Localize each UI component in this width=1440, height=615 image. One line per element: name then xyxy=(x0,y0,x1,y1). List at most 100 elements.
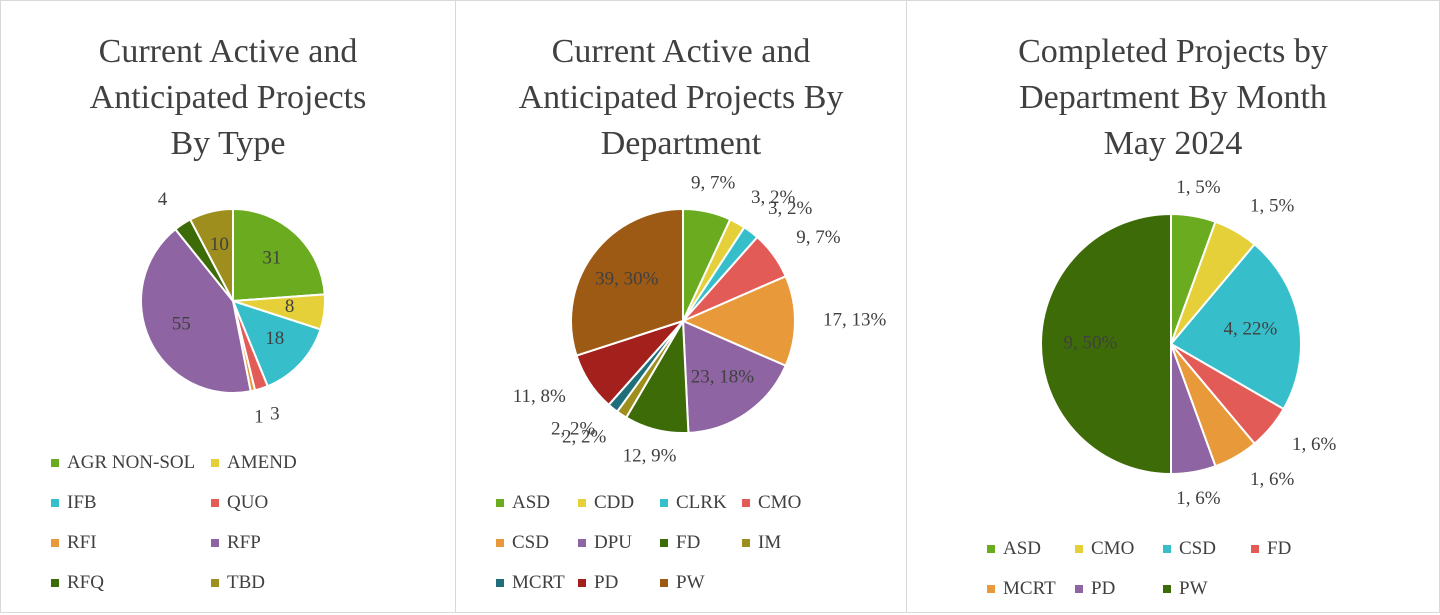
pie-chart: 9, 7%3, 2%3, 2%9, 7%17, 13%23, 18%12, 9%… xyxy=(513,173,887,467)
legend-item: QUO xyxy=(211,483,371,523)
legend-swatch xyxy=(1251,545,1259,553)
chart-title: Current Active and Anticipated Projects … xyxy=(518,33,844,162)
legend-swatch xyxy=(1075,545,1083,553)
legend-item: DPU xyxy=(578,523,660,563)
data-label: 8 xyxy=(285,296,295,317)
legend-swatch xyxy=(1163,585,1171,593)
data-label: 4, 22% xyxy=(1223,318,1277,339)
legend-label: RFP xyxy=(227,532,261,553)
legend-item: CMO xyxy=(1075,529,1163,569)
legend-item: FD xyxy=(660,523,742,563)
legend-label: ASD xyxy=(1003,538,1042,559)
legend-swatch xyxy=(660,539,668,547)
data-label: 17, 13% xyxy=(823,309,887,330)
legend-label: CSD xyxy=(1179,538,1216,559)
legend-item: CDD xyxy=(578,483,660,523)
legend-item: ASD xyxy=(987,529,1075,569)
pie-slice xyxy=(1169,243,1302,411)
legend-swatch xyxy=(496,539,504,547)
legend-label: MCRT xyxy=(512,572,565,593)
legend-item: RFI xyxy=(51,523,211,563)
legend-item: PW xyxy=(660,563,742,603)
data-label: 55 xyxy=(172,313,191,334)
data-label: 1, 6% xyxy=(1250,469,1295,490)
legend-swatch xyxy=(660,579,668,587)
chart-panel: Current Active and Anticipated Projects … xyxy=(0,0,456,613)
legend-swatch xyxy=(987,585,995,593)
data-label: 39, 30% xyxy=(595,269,659,290)
pie-slice xyxy=(231,299,322,388)
data-label: 12, 9% xyxy=(623,445,677,466)
pie-slice xyxy=(680,274,796,368)
data-label: 10 xyxy=(210,234,229,255)
legend-label: RFQ xyxy=(67,572,104,593)
data-label: 2, 2% xyxy=(562,426,607,447)
legend-item: CMO xyxy=(742,483,824,523)
legend-swatch xyxy=(578,539,586,547)
legend-label: QUO xyxy=(227,492,269,513)
legend-swatch xyxy=(496,579,504,587)
legend-swatch xyxy=(211,579,219,587)
legend-label: AGR NON-SOL xyxy=(67,452,196,473)
legend-item: PW xyxy=(1163,569,1251,609)
legend-swatch xyxy=(211,459,219,467)
legend-item: IM xyxy=(742,523,824,563)
legend-item: CLRK xyxy=(660,483,742,523)
legend-swatch xyxy=(51,459,59,467)
legend-label: IFB xyxy=(67,492,97,513)
legend-label: RFI xyxy=(67,532,97,553)
legend-item: AMEND xyxy=(211,443,371,483)
legend-label: ASD xyxy=(512,492,551,513)
pie-chart: 1, 5% 1, 5% 4, 22% 1, 6% 1, 6% 1, 6% 9, 50% xyxy=(1040,177,1337,509)
legend-item: MCRT xyxy=(987,569,1075,609)
legend-label: DPU xyxy=(594,532,633,553)
legend-swatch xyxy=(51,499,59,507)
pie-slice xyxy=(232,207,326,303)
legend-label: FD xyxy=(1267,538,1292,559)
pie-slice xyxy=(188,207,234,302)
legend-label: MCRT xyxy=(1003,578,1056,599)
pie-slice xyxy=(140,227,252,394)
legend-label: PD xyxy=(1091,578,1116,599)
data-label: 9, 7% xyxy=(796,227,841,248)
legend-swatch xyxy=(987,545,995,553)
data-label: 23, 18% xyxy=(691,367,755,388)
legend-item: CSD xyxy=(496,523,578,563)
legend-item: MCRT xyxy=(496,563,578,603)
legend-swatch xyxy=(578,579,586,587)
legend-item: TBD xyxy=(211,563,371,603)
legend-swatch xyxy=(211,499,219,507)
legend-label: CLRK xyxy=(676,492,727,513)
legend-item: FD xyxy=(1251,529,1339,569)
data-label: 9, 7% xyxy=(691,173,736,194)
legend-label: FD xyxy=(676,532,701,553)
data-label: 18 xyxy=(265,328,284,349)
data-label: 3, 2% xyxy=(751,187,796,208)
chart-panel: Current Active and Anticipated Projects … xyxy=(455,0,907,613)
legend-label: PW xyxy=(676,572,705,593)
data-label: 4 xyxy=(158,189,168,210)
data-label: 1, 6% xyxy=(1292,434,1337,455)
legend: ASD CMO CSD FD MCRT PD PW xyxy=(987,529,1367,609)
legend-label: CMO xyxy=(1091,538,1135,559)
legend-item: ASD xyxy=(496,483,578,523)
legend-swatch xyxy=(211,539,219,547)
legend-item: RFP xyxy=(211,523,371,563)
legend-item: CSD xyxy=(1163,529,1251,569)
legend-label: AMEND xyxy=(227,452,297,473)
legend-item: RFQ xyxy=(51,563,211,603)
data-label: 11, 8% xyxy=(513,386,566,407)
pie-slice xyxy=(1040,212,1172,476)
data-label: 3 xyxy=(270,403,280,424)
legend-swatch xyxy=(496,499,504,507)
legend: ASD CDD CLRK CMO CSD DPU FD IM MCRT PD PW xyxy=(496,483,876,603)
legend-label: CSD xyxy=(512,532,549,553)
data-label: 1 xyxy=(254,407,264,428)
data-label: 1, 5% xyxy=(1176,177,1221,198)
legend-label: CDD xyxy=(594,492,635,513)
legend-swatch xyxy=(51,579,59,587)
pie-slice xyxy=(570,207,684,357)
legend-swatch xyxy=(51,539,59,547)
